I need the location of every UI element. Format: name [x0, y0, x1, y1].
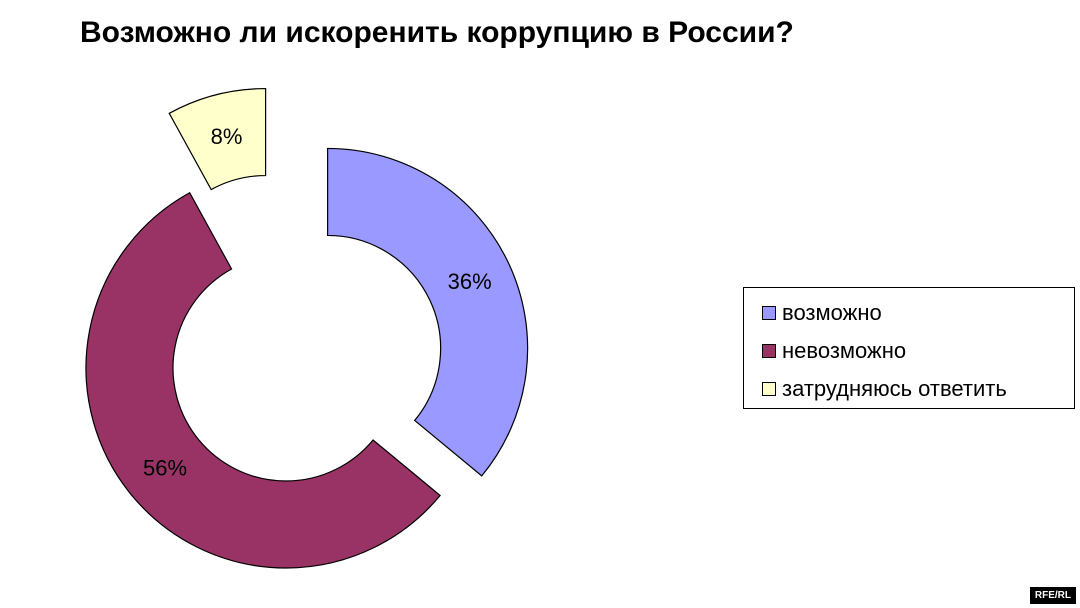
legend-item-nevozmozhno: невозможно	[762, 332, 1074, 370]
legend-label-vozmozhno: возможно	[782, 300, 882, 325]
chart-title: Возможно ли искоренить коррупцию в Росси…	[80, 16, 794, 49]
slice-label-zatrudnyayus: 8%	[211, 124, 243, 149]
legend-swatch-zatrudnyayus	[762, 382, 776, 396]
legend-swatch-vozmozhno	[762, 306, 776, 320]
chart-legend: возможно невозможно затрудняюсь ответить	[743, 287, 1075, 409]
rferl-watermark: RFE/RL	[1029, 587, 1076, 604]
slice-label-vozmozhno: 36%	[448, 269, 492, 294]
slice-zatrudnyayus	[168, 87, 267, 191]
legend-swatch-nevozmozhno	[762, 344, 776, 358]
slice-vozmozhno	[327, 147, 529, 477]
slice-label-nevozmozhno: 56%	[143, 456, 187, 481]
legend-label-nevozmozhno: невозможно	[782, 338, 907, 363]
legend-item-zatrudnyayus: затрудняюсь ответить	[762, 370, 1074, 408]
legend-item-vozmozhno: возможно	[762, 294, 1074, 332]
slice-nevozmozhno	[85, 191, 441, 569]
doughnut-chart: 36% 56% 8%	[85, 87, 529, 569]
legend-label-zatrudnyayus: затрудняюсь ответить	[782, 376, 1007, 401]
